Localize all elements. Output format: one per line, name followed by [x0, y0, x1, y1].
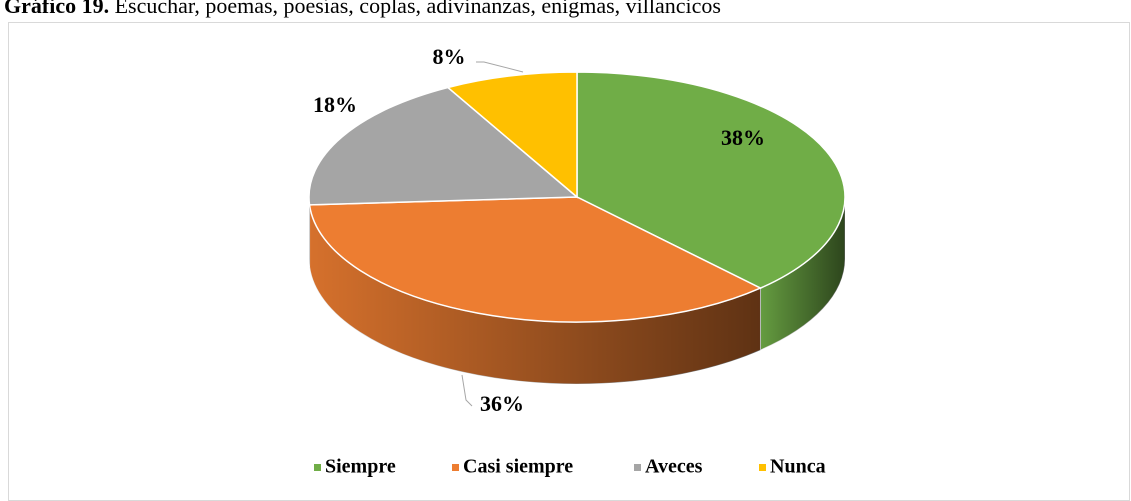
legend-swatch	[314, 464, 321, 471]
data-label: 18%	[313, 92, 357, 117]
slice-side-shade	[309, 197, 310, 267]
subtitle: Escuchar, poemas, poesías, coplas, adivi…	[115, 0, 721, 18]
legend-label: Siempre	[325, 456, 396, 478]
slice	[308, 86, 579, 206]
leader-line	[461, 374, 473, 407]
slice-side-shade	[760, 197, 845, 351]
legend-label: Aveces	[645, 456, 703, 478]
legend-label: Nunca	[770, 456, 826, 478]
slice-side-shade	[309, 204, 761, 384]
chart-title: Gráfico 19. Escuchar, poemas, poesías, c…	[4, 0, 721, 18]
slice	[576, 71, 846, 289]
legend-swatch	[759, 464, 766, 471]
legend-label: Casi siempre	[463, 456, 573, 478]
legend-swatch	[452, 464, 459, 471]
title-label: Gráfico 19.	[4, 0, 109, 18]
data-label: 38%	[721, 125, 765, 150]
data-label: 8%	[433, 44, 466, 69]
data-label: 36%	[480, 391, 524, 416]
leader-line	[476, 61, 524, 73]
slice	[308, 196, 763, 323]
legend-swatch	[634, 464, 641, 471]
slice	[446, 71, 578, 199]
